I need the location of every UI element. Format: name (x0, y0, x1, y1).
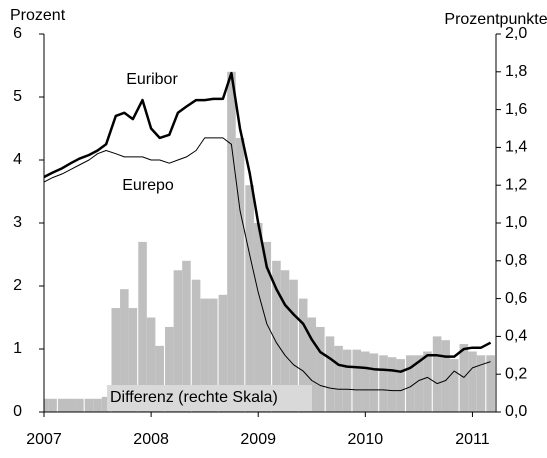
y2-tick-label: 1,4 (505, 139, 527, 156)
y2-tick-label: 0,4 (505, 328, 527, 345)
y2-tick-label: 2,0 (505, 25, 527, 42)
bar (449, 359, 459, 412)
y-tick-label: 5 (13, 88, 22, 105)
bar (200, 298, 209, 412)
bar (120, 289, 129, 412)
bar (272, 260, 281, 412)
bar (173, 270, 183, 412)
y2-tick-label: 1,8 (505, 63, 527, 80)
bar (441, 340, 450, 412)
bar (66, 398, 76, 412)
y-tick-label: 6 (13, 25, 22, 42)
bar (128, 308, 138, 412)
bar (253, 223, 263, 412)
bar (48, 398, 57, 412)
y2-tick-label: 1,0 (505, 214, 527, 231)
bar (262, 241, 272, 412)
x-tick-label: 2010 (348, 431, 384, 448)
bar (361, 351, 370, 412)
bar (84, 398, 94, 412)
bar (245, 185, 254, 412)
y-tick-label: 3 (13, 214, 22, 231)
bar (432, 336, 442, 412)
bar (325, 336, 335, 412)
label-box (107, 385, 312, 411)
y-tick-label: 0 (13, 403, 22, 420)
bar (208, 298, 218, 412)
bar (101, 396, 111, 412)
y2-tick-label: 0,2 (505, 365, 527, 382)
bar (227, 71, 236, 413)
bar (342, 349, 352, 412)
bar (44, 398, 49, 412)
bar (486, 355, 495, 412)
y-tick-label: 2 (13, 277, 22, 294)
bar (182, 260, 191, 412)
y-tick-label: 4 (13, 151, 22, 168)
y2-tick-label: 1,2 (505, 176, 527, 193)
line (43, 137, 491, 392)
bar (468, 351, 477, 412)
bar (191, 279, 201, 412)
y2-axis-label: Prozentpunkte (444, 11, 547, 28)
bar (111, 308, 121, 412)
bar (334, 345, 343, 412)
bar (155, 345, 164, 412)
bar (396, 359, 405, 412)
series-label: Eurepo (122, 177, 174, 194)
series-label: Euribor (126, 71, 178, 88)
bar (138, 241, 147, 412)
x-tick-label: 2009 (240, 431, 276, 448)
y2-tick-label: 0,0 (505, 403, 527, 420)
bar (280, 270, 290, 412)
bar (289, 279, 298, 412)
y-tick-label: 1 (13, 340, 22, 357)
y-axis-label: Prozent (10, 7, 66, 24)
bar (423, 351, 432, 412)
line (43, 71, 492, 373)
x-tick-label: 2008 (133, 431, 169, 448)
bar (352, 349, 362, 412)
bar (93, 398, 102, 412)
bar (414, 355, 424, 412)
bar (406, 355, 415, 412)
x-tick-label: 2011 (455, 431, 490, 448)
y2-tick-label: 0,8 (505, 252, 527, 269)
bar (459, 343, 469, 412)
y2-tick-label: 0,6 (505, 290, 527, 307)
bar (165, 326, 174, 412)
bar (369, 353, 379, 412)
series-label: Differenz (rechte Skala) (110, 389, 278, 406)
bar (307, 317, 317, 412)
bar (379, 355, 388, 412)
bar (316, 326, 325, 412)
bar (146, 317, 156, 412)
bar (57, 398, 67, 412)
bar (298, 298, 308, 412)
bar (476, 355, 486, 412)
bar (387, 357, 397, 412)
bar (235, 137, 245, 412)
bar (75, 398, 84, 412)
x-tick-label: 2007 (26, 431, 62, 448)
bar (218, 294, 228, 412)
y2-tick-label: 1,6 (505, 101, 527, 118)
